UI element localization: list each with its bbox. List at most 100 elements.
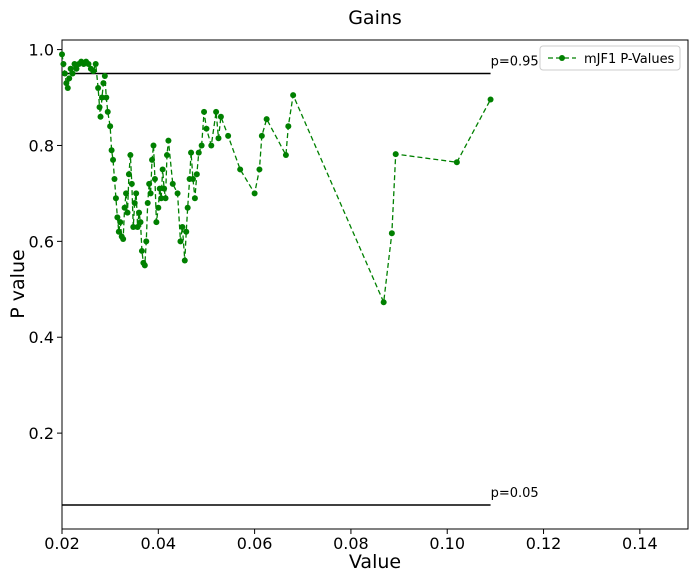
- data-point: [256, 166, 263, 173]
- data-point: [263, 116, 270, 123]
- x-tick-label: 0.10: [429, 534, 465, 553]
- data-point: [114, 214, 121, 221]
- data-point: [251, 190, 258, 197]
- data-point: [137, 219, 144, 226]
- data-point: [123, 190, 130, 197]
- data-point: [159, 166, 166, 173]
- data-point: [188, 149, 195, 156]
- data-point: [146, 180, 153, 187]
- data-point: [282, 152, 289, 159]
- data-point: [125, 171, 132, 178]
- data-point: [127, 152, 134, 159]
- y-axis-label: P value: [7, 249, 29, 318]
- data-point: [147, 190, 154, 197]
- data-point: [97, 113, 104, 120]
- data-point: [95, 84, 102, 91]
- x-tick-label: 0.02: [44, 534, 80, 553]
- data-point: [156, 185, 163, 192]
- data-point: [189, 176, 196, 183]
- data-point: [66, 75, 73, 82]
- data-point: [177, 238, 184, 245]
- data-point: [138, 247, 145, 254]
- data-point: [290, 92, 297, 99]
- data-point: [165, 137, 172, 144]
- data-point: [121, 204, 128, 211]
- data-point: [111, 176, 118, 183]
- data-point: [117, 219, 124, 226]
- data-point: [107, 123, 114, 130]
- x-axis-label: Value: [349, 551, 401, 573]
- y-tick-label: 0.8: [29, 136, 54, 155]
- data-point: [63, 80, 70, 87]
- data-point: [90, 68, 97, 75]
- y-tick-label: 0.6: [29, 232, 54, 251]
- data-point: [112, 195, 119, 202]
- data-point: [392, 151, 399, 158]
- data-point: [141, 262, 148, 269]
- data-point: [131, 200, 138, 206]
- data-point: [133, 190, 140, 197]
- data-point: [144, 200, 151, 206]
- data-point: [120, 235, 127, 242]
- threshold-label: p=0.95: [491, 55, 539, 70]
- data-point: [195, 149, 202, 156]
- data-point: [453, 159, 460, 166]
- data-point: [124, 209, 131, 216]
- data-point: [191, 195, 198, 202]
- legend-label: mJF1 P-Values: [584, 52, 675, 67]
- y-tick-label: 0.2: [29, 424, 54, 443]
- data-point: [136, 209, 143, 216]
- data-point: [487, 96, 494, 103]
- data-point: [174, 190, 181, 197]
- data-point: [203, 125, 210, 132]
- data-point: [158, 195, 165, 202]
- data-point: [60, 60, 67, 67]
- plot-frame: [61, 39, 689, 530]
- data-point: [161, 185, 168, 192]
- x-tick-label: 0.12: [526, 534, 562, 553]
- data-point: [201, 108, 208, 115]
- data-point: [104, 108, 111, 115]
- data-point: [73, 65, 80, 72]
- data-point: [96, 104, 103, 111]
- data-point: [179, 223, 186, 230]
- data-point: [198, 142, 205, 149]
- data-point: [61, 70, 68, 77]
- x-tick-label: 0.04: [140, 534, 176, 553]
- x-tick-label: 0.06: [237, 534, 273, 553]
- data-point: [67, 65, 74, 72]
- data-point: [103, 94, 110, 101]
- data-point: [208, 142, 215, 149]
- series-line: [61, 54, 492, 305]
- data-point: [71, 60, 78, 67]
- data-point: [151, 176, 158, 183]
- data-point: [213, 108, 220, 115]
- data-point: [92, 60, 99, 67]
- data-point: [130, 223, 137, 230]
- x-tick-label: 0.14: [622, 534, 658, 553]
- data-point: [134, 223, 141, 230]
- data-point: [85, 60, 92, 67]
- data-point: [69, 70, 76, 77]
- data-point: [237, 166, 244, 173]
- data-point: [110, 156, 117, 163]
- data-point: [215, 135, 222, 142]
- data-point: [59, 51, 65, 58]
- data-point: [153, 219, 160, 226]
- data-point: [150, 142, 157, 149]
- data-point: [193, 171, 200, 178]
- data-point: [101, 72, 108, 79]
- data-point: [143, 238, 150, 245]
- data-point: [128, 180, 135, 187]
- data-point: [149, 156, 156, 163]
- data-point: [217, 113, 224, 120]
- legend-box: [539, 45, 681, 71]
- data-point: [258, 132, 265, 139]
- data-point: [64, 84, 71, 91]
- y-tick-label: 0.4: [29, 328, 54, 347]
- chart-title: Gains: [348, 7, 402, 29]
- x-tick-label: 0.08: [333, 534, 369, 553]
- legend-marker: [559, 55, 565, 61]
- data-point: [388, 230, 395, 237]
